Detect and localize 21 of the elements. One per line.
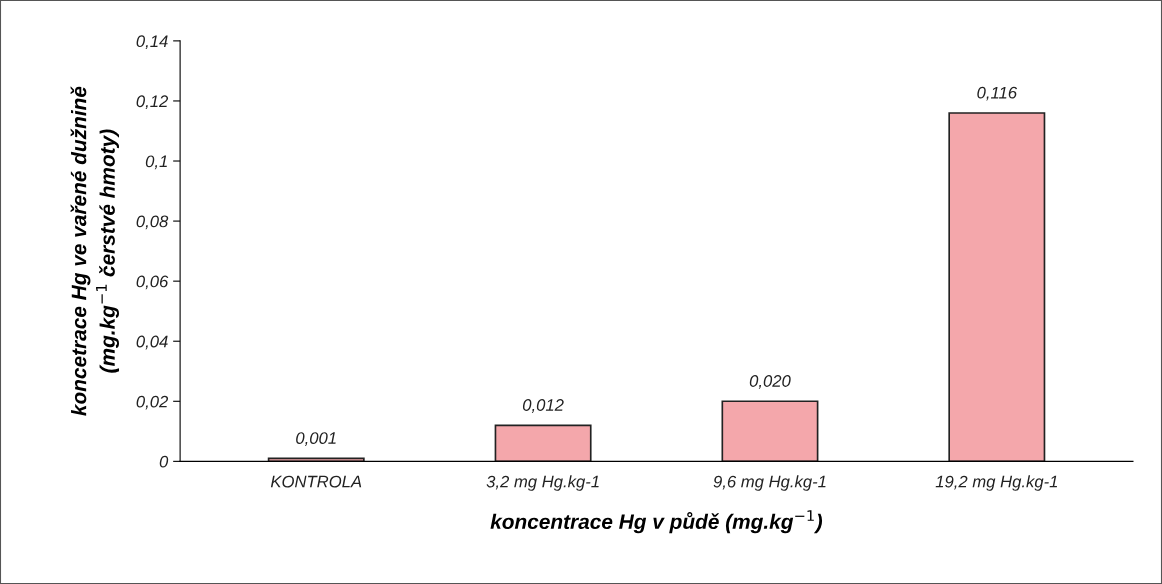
bar [721,400,819,462]
y-tick-label: 0,02 [136,395,169,410]
y-tick-label: 0,08 [136,215,169,230]
data-label: 0,020 [749,375,791,389]
data-label: 0,116 [977,86,1018,101]
bar [494,424,592,462]
y-tick-label: 0,14 [136,35,168,50]
y-tick-label: 0,06 [136,275,169,290]
y-tick-label: 0 [159,455,169,468]
y-axis-title: koncetrace Hg ve vařené dužnině (mg.kg$^{−1}$ čerstvé hmoty) [70,86,120,416]
data-label: 0,012 [522,399,564,413]
x-tick-label: 3,2 mg Hg.kg-1 [486,475,599,491]
bar [948,112,1046,462]
data-label: 0,001 [296,432,336,446]
x-tick-label: 9,6 mg Hg.kg-1 [713,475,826,491]
y-tick-label: 0,12 [136,95,169,110]
x-axis-title: koncentrace Hg v půdě (mg.kg$^{−1}$) [490,510,823,534]
y-tick-label: 0,04 [136,335,168,350]
y-tick-label: 0,1 [145,155,167,170]
x-tick-label: KONTROLA [270,475,362,488]
x-tick-label: 19,2 mg Hg.kg-1 [935,475,1058,491]
